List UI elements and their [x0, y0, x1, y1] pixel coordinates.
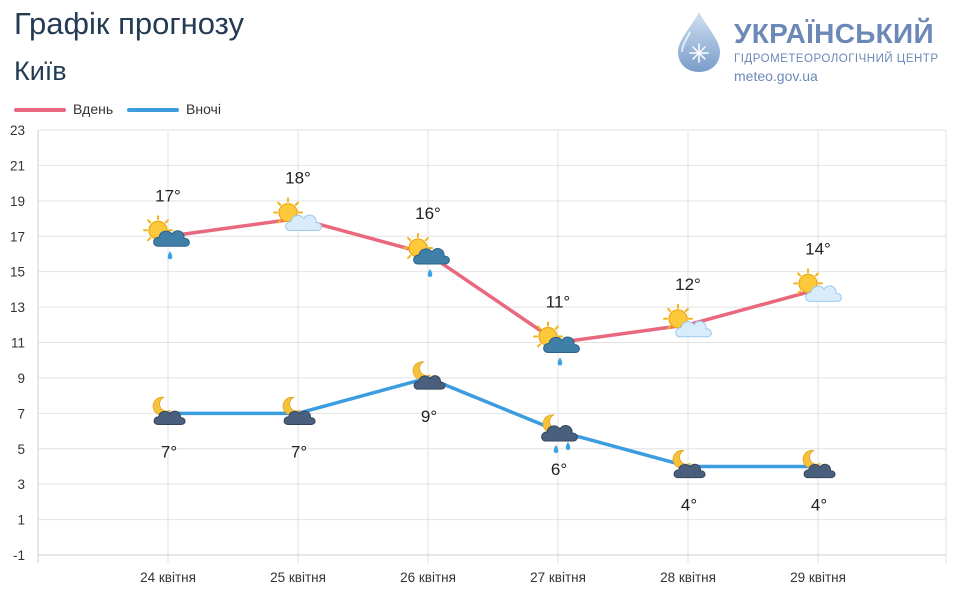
- cloud-shape: [543, 336, 580, 353]
- y-tick-label: -1: [13, 548, 25, 563]
- data-label-night: 4°: [681, 495, 697, 514]
- cloud-shape: [153, 230, 190, 247]
- sun-ray: [147, 219, 152, 224]
- data-label-night: 6°: [551, 460, 567, 479]
- series-line-day: [166, 216, 820, 345]
- rain-drop: [557, 357, 563, 366]
- cloud-shape: [285, 214, 322, 232]
- series-lines: [166, 216, 820, 469]
- sun-cloud-rain-icon: [403, 232, 450, 277]
- y-tick-label: 17: [10, 229, 25, 244]
- sun-ray: [797, 290, 802, 295]
- x-tick-label: 25 квітня: [270, 570, 326, 585]
- sun-cloud-icon: [663, 303, 712, 338]
- rain-drop: [553, 445, 559, 454]
- sun-ray: [537, 325, 542, 330]
- data-label-day: 17°: [155, 186, 181, 205]
- sun-ray: [814, 272, 819, 277]
- sun-ray: [684, 307, 689, 313]
- sun-ray: [147, 237, 152, 242]
- x-tick-label: 24 квітня: [140, 570, 196, 585]
- sun-ray: [294, 201, 299, 206]
- y-tick-label: 5: [17, 442, 25, 457]
- cloud-shape: [803, 463, 836, 479]
- y-tick-label: 15: [10, 265, 25, 280]
- y-tick-label: 11: [11, 336, 25, 351]
- cloud-shape: [153, 410, 186, 426]
- cloud-shape: [673, 463, 706, 479]
- cloud-shape: [413, 247, 450, 265]
- sun-ray: [407, 254, 412, 259]
- y-tick-label: 1: [17, 513, 25, 528]
- sun-ray: [554, 325, 559, 330]
- x-tick-label: 27 квітня: [530, 570, 586, 585]
- sun-ray: [424, 237, 429, 242]
- cloud-shape: [413, 375, 446, 390]
- page-title: Графік прогнозу: [14, 6, 245, 41]
- legend-label-day: Вдень: [73, 101, 114, 117]
- logo-title: УКРАЇНСЬКИЙ: [734, 18, 934, 49]
- legend-swatch-day: [14, 108, 66, 112]
- sun-ray: [797, 272, 802, 277]
- sun-cloud-icon: [273, 197, 322, 232]
- moon-cloud-icon: [152, 396, 186, 426]
- y-tick-label: 13: [10, 300, 25, 315]
- sun-ray: [407, 237, 412, 242]
- cloud-shape: [541, 425, 578, 442]
- sun-cloud-rain-icon: [533, 321, 580, 366]
- rain-drop: [565, 442, 571, 451]
- moon-cloud-icon: [802, 449, 836, 479]
- legend-label-night: Вночі: [186, 101, 221, 117]
- data-label-night: 7°: [291, 442, 307, 461]
- x-tick-label: 29 квітня: [790, 570, 846, 585]
- rain-drop: [427, 268, 433, 277]
- legend-swatch-night: [127, 108, 179, 112]
- axes: 23 21 19 17 15 13 11 9 7 5 3 1 -1 24 квітня 25 квітня 2…: [10, 123, 947, 585]
- data-label-night: 7°: [161, 442, 177, 461]
- moon-cloud-icon: [672, 449, 706, 479]
- data-labels: 17° 18° 16° 11° 12° 14° 7° 7° 9° 6° 4° 4°: [155, 169, 831, 515]
- weather-icons: [143, 197, 842, 479]
- y-tick-label: 19: [10, 194, 25, 209]
- sun-cloud-rain-icon: [143, 215, 190, 260]
- city-name: Київ: [14, 56, 67, 86]
- cloud-shape: [675, 320, 712, 338]
- data-label-day: 18°: [285, 169, 311, 188]
- sun-cloud-icon: [793, 268, 842, 302]
- cloud-shape: [283, 410, 316, 426]
- sun-ray: [537, 343, 542, 348]
- y-tick-label: 3: [17, 477, 25, 492]
- data-label-night: 9°: [421, 407, 437, 426]
- x-tick-label: 28 квітня: [660, 570, 716, 585]
- sun-ray: [667, 325, 672, 330]
- logo-subtitle: ГІДРОМЕТЕОРОЛОГІЧНИЙ ЦЕНТР: [734, 53, 939, 65]
- y-tick-label: 7: [17, 406, 25, 421]
- data-label-night: 4°: [811, 495, 827, 514]
- x-tick-label: 26 квітня: [400, 570, 456, 585]
- data-label-day: 11°: [546, 293, 570, 312]
- sun-ray: [277, 201, 282, 206]
- logo[interactable]: УКРАЇНСЬКИЙ ГІДРОМЕТЕОРОЛОГІЧНИЙ ЦЕНТР m…: [672, 10, 952, 84]
- moon-cloud-icon: [282, 396, 316, 426]
- sun-ray: [277, 219, 282, 224]
- y-tick-label: 23: [10, 123, 25, 138]
- logo-url[interactable]: meteo.gov.ua: [734, 68, 818, 84]
- data-label-day: 16°: [415, 204, 441, 223]
- data-label-day: 12°: [675, 275, 701, 294]
- y-tick-label: 9: [17, 371, 25, 386]
- water-drop-icon: [678, 12, 720, 72]
- moon-cloud-rain-icon: [541, 414, 578, 454]
- series-line-night: [166, 376, 820, 469]
- y-tick-label: 21: [10, 158, 25, 173]
- rain-drop: [167, 251, 173, 260]
- cloud-shape: [805, 285, 842, 302]
- sun-ray: [667, 307, 672, 313]
- moon-cloud-icon: [412, 361, 446, 390]
- sun-ray: [164, 219, 169, 224]
- data-label-day: 14°: [805, 239, 831, 258]
